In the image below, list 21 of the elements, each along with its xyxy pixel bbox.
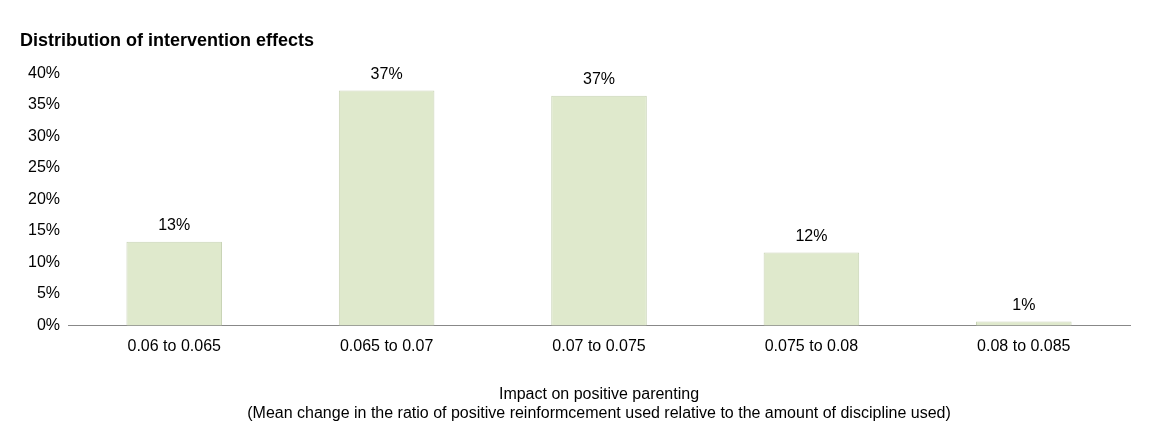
data-label: 12%: [795, 226, 828, 244]
y-tick-label: 5%: [36, 284, 61, 302]
y-tick-label: 35%: [27, 95, 61, 113]
x-tick-label: 0.06 to 0.065: [127, 337, 222, 355]
x-tick-label: 0.065 to 0.07: [339, 337, 434, 355]
x-tick-label: 0.075 to 0.08: [764, 337, 859, 355]
y-tick-label: 20%: [27, 189, 61, 207]
y-tick-label: 15%: [27, 221, 61, 239]
x-tick-label: 0.07 to 0.075: [552, 337, 646, 355]
y-tick-label: 30%: [27, 126, 61, 144]
x-tick-label: 0.08 to 0.085: [977, 337, 1071, 355]
chart-title: Distribution of intervention effects: [20, 29, 315, 50]
data-label: 37%: [583, 70, 616, 88]
data-label: 37%: [370, 65, 403, 82]
data-label: 1%: [1012, 296, 1036, 314]
y-tick-label: 0%: [36, 315, 61, 333]
data-label: 13%: [158, 216, 191, 234]
x-axis-title: Impact on positive parenting (Mean change in the ratio of positive reinformcement used relative to the amount of discipline used): [247, 384, 951, 421]
y-tick-label: 40%: [27, 64, 61, 82]
y-tick-label: 10%: [27, 252, 61, 270]
y-tick-label: 25%: [27, 158, 61, 176]
